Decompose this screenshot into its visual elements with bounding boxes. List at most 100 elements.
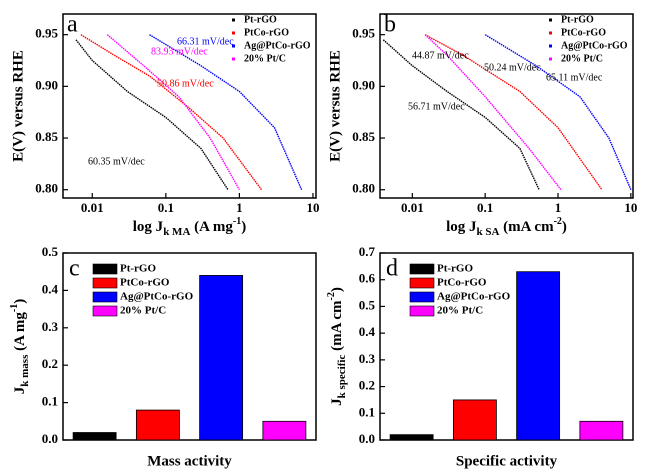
- axis-label: log Jk MA (A mg-1): [133, 216, 246, 237]
- y-tick-label: 0.4: [42, 281, 59, 296]
- axis-label: log Jk SA (mA cm-2): [446, 216, 567, 237]
- legend-label: Ag@PtCo-rGO: [561, 40, 628, 51]
- legend-marker: [232, 18, 235, 22]
- y-tick-label: 0.1: [359, 404, 375, 419]
- curve: [484, 34, 632, 190]
- axis-label-part: ): [12, 299, 28, 304]
- axis-label-part: log J: [133, 219, 164, 235]
- bar: [199, 275, 244, 441]
- axis-label-part: k mass: [19, 354, 31, 387]
- plot-frame: [62, 252, 317, 441]
- panel-label: d: [386, 256, 398, 282]
- y-tick-label: 0.95: [352, 26, 375, 41]
- axis-label-part: -2: [554, 216, 562, 227]
- axis-label-part: J: [329, 398, 345, 406]
- y-tick-label: 0.80: [35, 181, 58, 196]
- annotation: 56.71 mV/dec: [408, 101, 465, 112]
- legend-label: PtCo-rGO: [244, 27, 289, 38]
- legend-marker: [549, 18, 552, 22]
- annotation: 50.24 mV/dec: [484, 62, 541, 73]
- x-tick-label: 10: [624, 200, 637, 215]
- curve: [75, 39, 229, 191]
- plot-frame: [62, 13, 317, 199]
- y-tick-label: 0.2: [42, 356, 58, 371]
- legend-label: Ag@PtCo-rGO: [437, 291, 511, 303]
- legend-marker: [232, 44, 235, 48]
- y-tick-label: 0.80: [352, 181, 375, 196]
- axis-label-part: (A mg: [190, 219, 233, 235]
- legend-swatch: [409, 277, 435, 289]
- bar: [516, 271, 561, 441]
- x-axis-label: Specific activity: [456, 453, 558, 469]
- legend-label: Ag@PtCo-rGO: [120, 291, 194, 303]
- legend-label: Pt-rGO: [120, 263, 156, 275]
- y-tick-label: 0.95: [35, 26, 58, 41]
- plot-frame: [379, 252, 634, 441]
- y-tick-label: 0.3: [359, 351, 376, 366]
- x-tick-label: 1: [555, 200, 562, 215]
- y-tick-label: 0.0: [359, 431, 375, 446]
- x-tick-label: 0.1: [158, 200, 174, 215]
- curve: [382, 39, 540, 190]
- legend-swatch: [409, 305, 435, 317]
- x-tick-label: 1: [236, 200, 243, 215]
- axis-label-part: (mA cm: [499, 219, 554, 235]
- y-tick-label: 0.5: [359, 297, 376, 312]
- axis-label: Jk mass (A mg-1): [9, 299, 30, 394]
- axis-label-part: -1: [233, 216, 241, 227]
- y-tick-label: 0.1: [42, 394, 58, 409]
- legend-label: 20% Pt/C: [120, 305, 166, 317]
- axis-label-part: (A mg: [12, 312, 28, 355]
- legend-swatch: [92, 291, 118, 303]
- axis-label-part: k SA: [476, 226, 499, 238]
- legend-swatch: [92, 263, 118, 275]
- annotation: 66.31 mV/dec: [177, 36, 234, 47]
- y-tick-label: 0.7: [359, 244, 376, 259]
- panel-label: c: [69, 256, 80, 282]
- y-axis-label: E(V) versus RHE: [327, 50, 343, 162]
- legend-marker: [549, 44, 552, 48]
- axis-label-part: ): [562, 219, 567, 235]
- legend-label: Ag@PtCo-rGO: [244, 40, 311, 51]
- legend-label: 20% Pt/C: [244, 53, 286, 64]
- bar: [452, 399, 497, 441]
- x-tick-label: 10: [306, 200, 319, 215]
- annotation: 44.87 mV/dec: [412, 50, 469, 61]
- y-tick-label: 0.4: [359, 324, 376, 339]
- legend-marker: [232, 57, 235, 61]
- curve: [424, 34, 562, 191]
- y-axis-label: E(V) versus RHE: [10, 50, 26, 162]
- legend-marker: [232, 31, 235, 35]
- annotation: 65.11 mV/dec: [546, 72, 603, 83]
- annotation: 50.86 mV/dec: [157, 78, 214, 89]
- axis-label-part: ): [241, 219, 246, 235]
- legend-swatch: [92, 305, 118, 317]
- legend-label: Pt-rGO: [437, 263, 473, 275]
- bar: [135, 409, 180, 441]
- legend-label: Pt-rGO: [244, 14, 277, 25]
- legend-label: 20% Pt/C: [437, 305, 483, 317]
- bar: [72, 432, 117, 441]
- legend-label: PtCo-rGO: [120, 277, 170, 289]
- curve: [106, 34, 241, 191]
- panel-label: a: [67, 12, 78, 38]
- y-tick-label: 0.85: [35, 129, 58, 144]
- plot-frame: [379, 13, 634, 199]
- legend-swatch: [409, 291, 435, 303]
- y-tick-label: 0.2: [359, 378, 375, 393]
- annotation: 60.35 mV/dec: [88, 156, 145, 167]
- legend-marker: [549, 31, 552, 35]
- curve: [149, 34, 303, 190]
- y-tick-label: 0.5: [42, 244, 59, 259]
- axis-label-part: J: [12, 386, 28, 394]
- legend-label: 20% Pt/C: [561, 53, 603, 64]
- y-tick-label: 0.3: [42, 319, 59, 334]
- x-tick-label: 0.1: [477, 200, 493, 215]
- axis-label-part: -1: [9, 304, 20, 312]
- legend-label: PtCo-rGO: [437, 277, 487, 289]
- curve: [80, 34, 263, 191]
- axis-label-part: ): [329, 287, 345, 292]
- axis-label-part: -2: [326, 292, 337, 300]
- legend-swatch: [409, 263, 435, 275]
